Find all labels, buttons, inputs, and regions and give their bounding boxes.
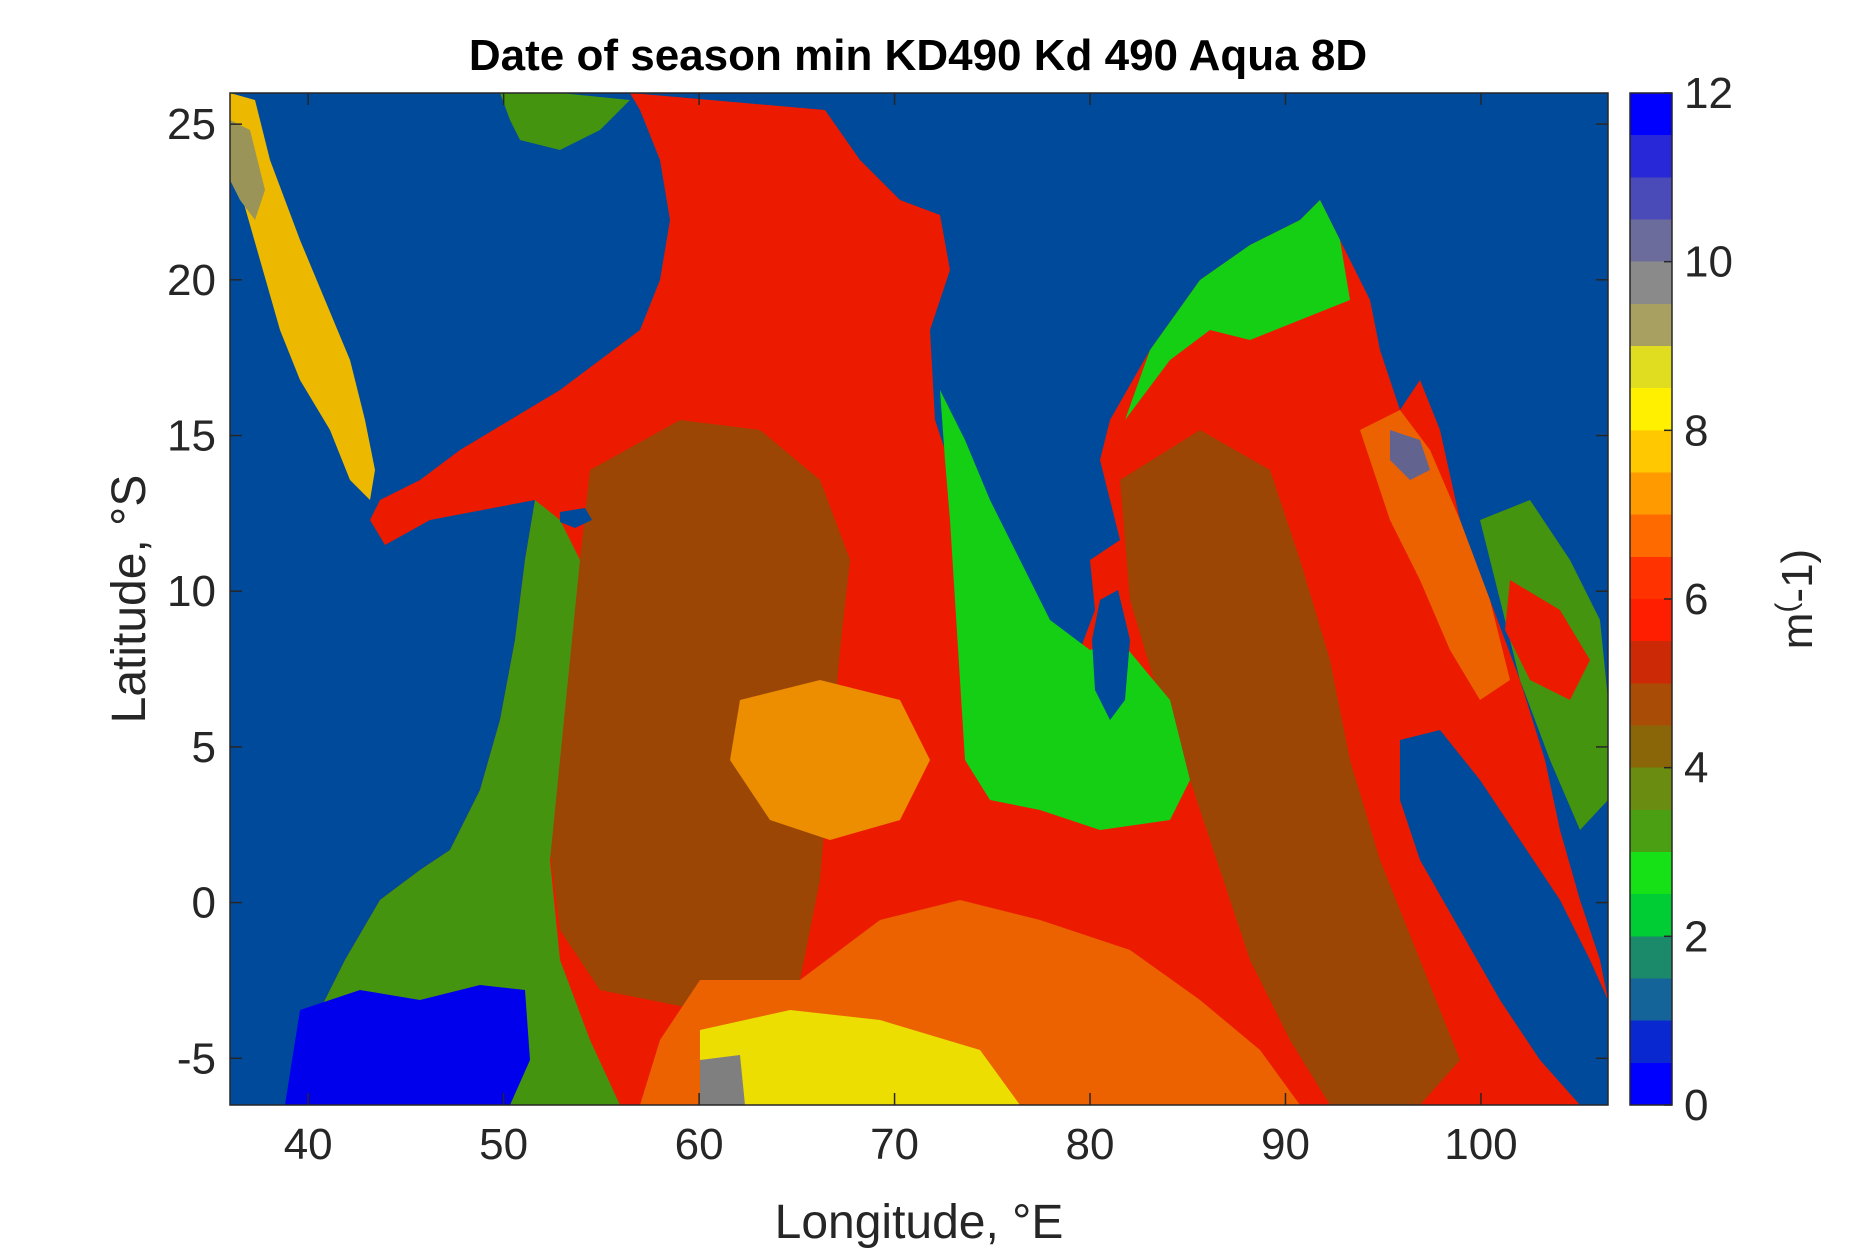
- x-tick-label: 70: [870, 1120, 919, 1169]
- colorbar-tick-label: 8: [1684, 406, 1708, 455]
- speckle-overlay: [230, 93, 1608, 1105]
- y-tick-label: 5: [192, 723, 216, 772]
- colorbar-tick-label: 4: [1684, 744, 1708, 793]
- x-tick-label: 90: [1261, 1120, 1310, 1169]
- y-tick-label: -5: [177, 1034, 216, 1083]
- colorbar: 0 2 4 6 8 10 12 m(-1): [1629, 69, 1822, 1130]
- x-axis-label: Longitude, °E: [775, 1196, 1064, 1249]
- x-tick-label: 50: [479, 1120, 528, 1169]
- colorbar-label: m(-1): [1770, 549, 1822, 649]
- colorbar-label-base: m: [1773, 613, 1822, 650]
- y-tick-label: 10: [167, 567, 216, 616]
- y-tick-label: 0: [192, 879, 216, 928]
- y-tick-label: 20: [167, 256, 216, 305]
- y-tick-label: 25: [167, 100, 216, 149]
- x-tick-label: 100: [1444, 1120, 1517, 1169]
- x-tick-label: 40: [284, 1120, 333, 1169]
- y-tick-label: 15: [167, 412, 216, 461]
- plot-frame: [229, 92, 1609, 1106]
- colorbar-ticks: 0 2 4 6 8 10 12: [1664, 69, 1733, 1130]
- colorbar-label-rest: -1): [1773, 549, 1822, 603]
- colorbar-tick-label: 0: [1684, 1081, 1708, 1130]
- colorbar-tick-label: 6: [1684, 575, 1708, 624]
- map-plot-area: [230, 93, 1608, 1105]
- map-title: Date of season min KD490 Kd 490 Aqua 8D: [469, 31, 1367, 80]
- y-axis-label: Latitude, °S: [103, 475, 156, 724]
- x-axis-ticks: 40 50 60 70 80 90 100: [284, 93, 1518, 1169]
- x-tick-label: 60: [675, 1120, 724, 1169]
- colorbar-tick-label: 10: [1684, 238, 1733, 287]
- colorbar-label-sup: (: [1770, 603, 1803, 613]
- colorbar-tick-label: 12: [1684, 69, 1733, 118]
- y-axis-ticks: -5 0 5 10 15 20 25: [167, 100, 1608, 1083]
- x-tick-label: 80: [1066, 1120, 1115, 1169]
- colorbar-tick-label: 2: [1684, 912, 1708, 961]
